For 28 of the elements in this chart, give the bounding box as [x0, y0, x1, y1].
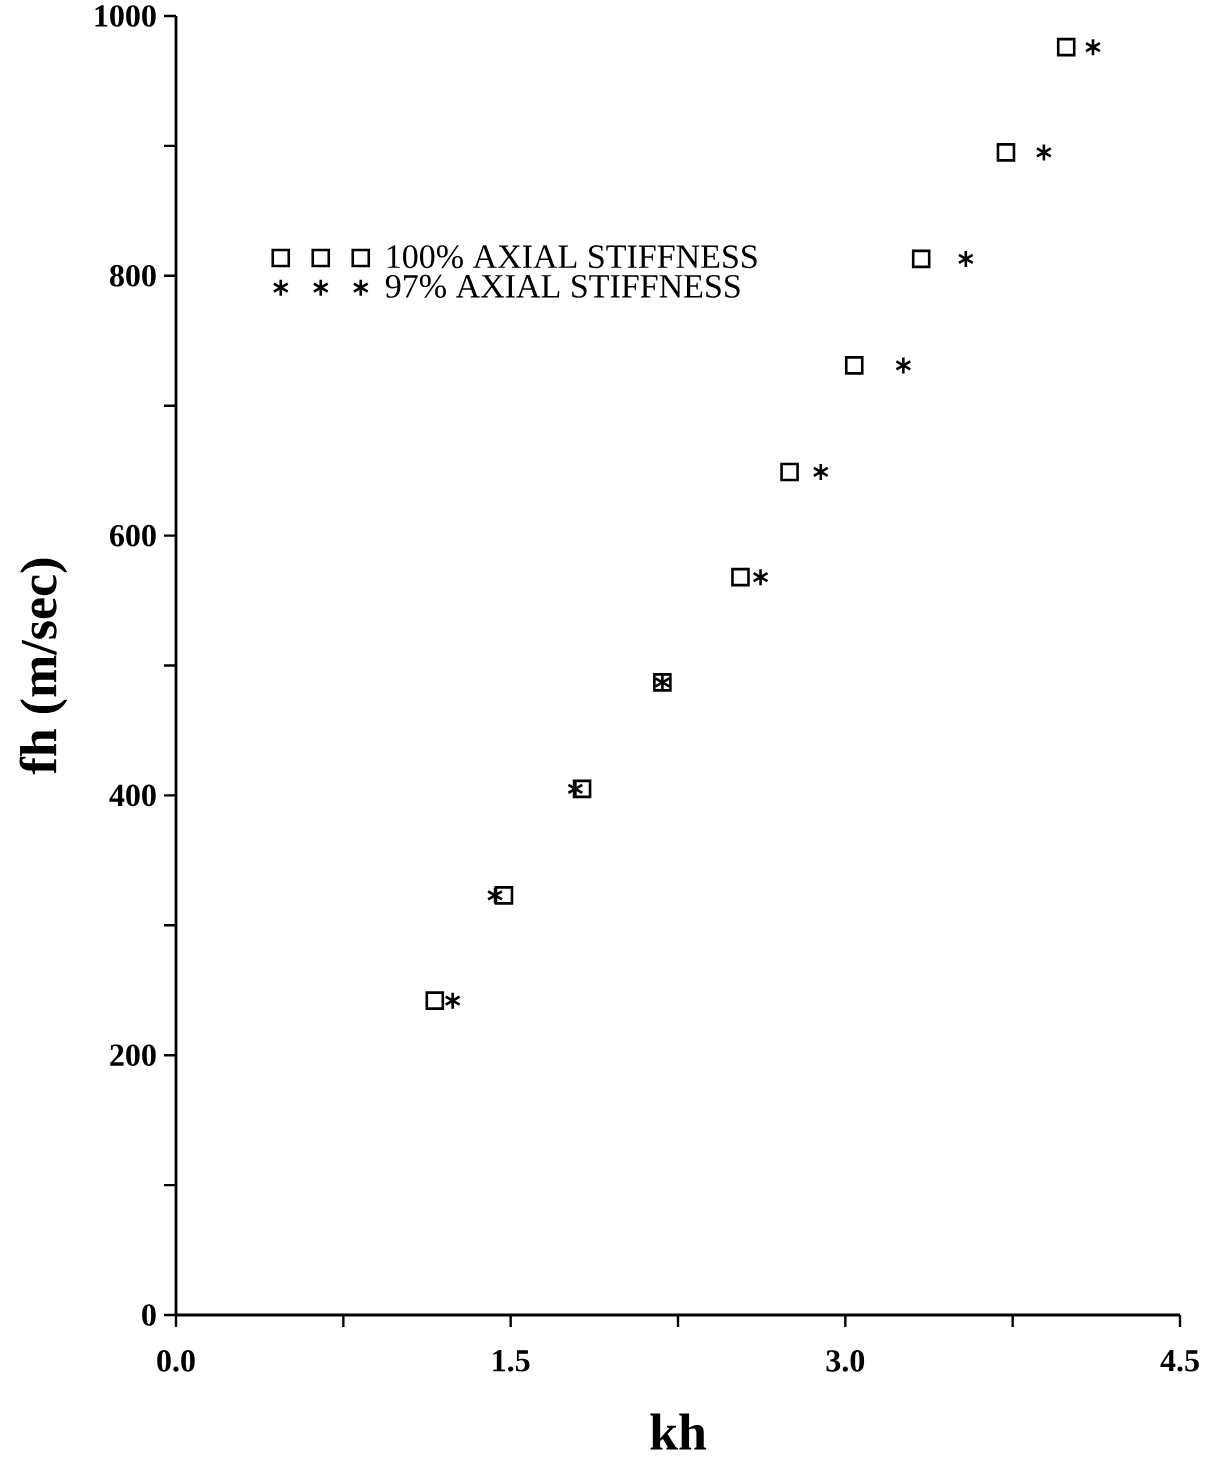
point [1056, 37, 1076, 57]
legend-label: 97% AXIAL STIFFNESS [385, 274, 740, 298]
x-tick-label: 1.5 [493, 1350, 530, 1372]
point [444, 991, 461, 1010]
point [957, 249, 975, 269]
y-axis-title: fh (m/sec) [19, 558, 68, 775]
point [911, 249, 931, 269]
y-tick-label: 1000 [95, 5, 156, 27]
point [895, 356, 912, 375]
x-tick-label: 0.0 [157, 1350, 195, 1372]
y-tick-label: 800 [110, 265, 156, 287]
point [996, 143, 1016, 162]
point [812, 462, 830, 482]
y-tick-label: 200 [110, 1044, 156, 1066]
point [1084, 37, 1102, 57]
x-tick-label: 4.5 [1160, 1350, 1199, 1372]
point [752, 567, 769, 587]
point [425, 991, 445, 1010]
point [780, 462, 799, 482]
y-tick-label: 400 [109, 784, 156, 807]
y-tick-label: 600 [110, 524, 156, 547]
y-tick-label: 0 [142, 1304, 156, 1326]
point [731, 567, 750, 587]
point [1035, 143, 1053, 162]
x-tick-label: 3.0 [826, 1350, 865, 1372]
x-axis-title: kh [650, 1413, 707, 1450]
legend-label: 100% AXIAL STIFFNESS [387, 245, 757, 269]
point [844, 356, 864, 375]
